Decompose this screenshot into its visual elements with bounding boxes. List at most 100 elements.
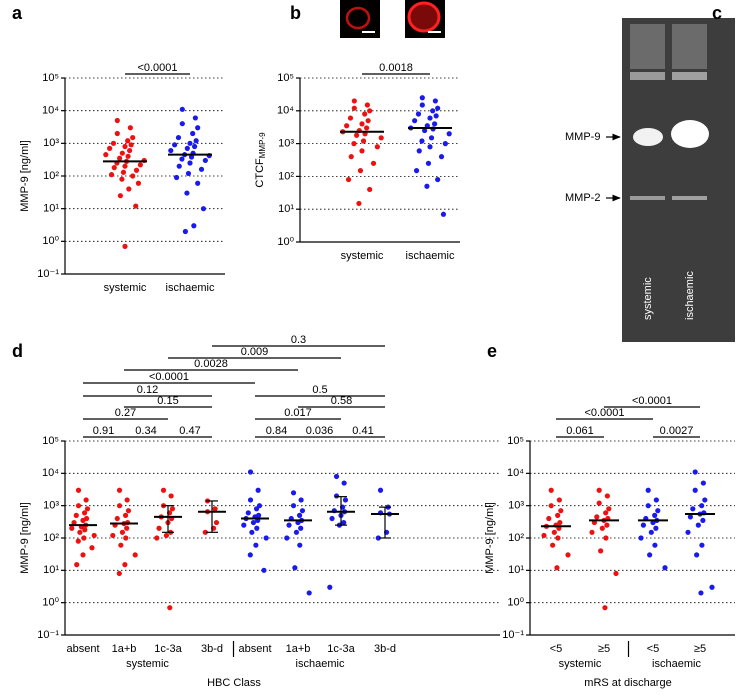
data-point: [604, 493, 610, 499]
data-point: [594, 514, 600, 520]
data-point: [306, 590, 312, 596]
y-tick-label: 10⁻¹: [502, 629, 524, 641]
data-point: [130, 134, 136, 141]
data-point: [329, 515, 335, 522]
data-point: [548, 503, 554, 509]
y-tick-label: 10⁴: [42, 467, 59, 479]
x-tick-label: systemic: [341, 250, 384, 262]
data-point: [110, 532, 116, 539]
data-point: [613, 570, 619, 577]
data-point: [77, 529, 83, 535]
y-tick-label: 10²: [43, 532, 59, 544]
x-tick-label: absent: [66, 643, 99, 655]
data-point: [122, 512, 129, 518]
y-tick-label: 10²: [43, 170, 59, 182]
data-point: [690, 506, 696, 512]
data-point: [351, 141, 357, 147]
y-axis-label-text: MMP-9 [ng/ml]: [484, 502, 496, 574]
data-point: [645, 503, 651, 509]
data-point: [89, 545, 95, 551]
data-point: [125, 138, 131, 144]
data-point: [653, 497, 659, 503]
data-point: [249, 529, 255, 535]
p-value: 0.12: [137, 384, 158, 396]
data-point: [296, 512, 303, 518]
p-value: 0.41: [352, 425, 373, 437]
data-point: [195, 180, 201, 186]
data-point: [367, 108, 373, 114]
data-point: [709, 584, 715, 590]
y-tick-label: 10¹: [508, 564, 524, 576]
y-axis-label-text: MMP-9 [ng/ml]: [19, 502, 31, 574]
data-point: [75, 538, 81, 544]
data-point: [75, 487, 82, 493]
x-tick-label: 1a+b: [112, 643, 137, 655]
data-point: [598, 548, 604, 554]
panel-letter: e: [487, 341, 497, 361]
data-point: [546, 515, 552, 522]
data-point: [254, 525, 260, 531]
data-point: [74, 562, 80, 568]
data-point: [176, 163, 182, 169]
data-point: [541, 532, 547, 539]
data-point: [188, 154, 195, 160]
data-point: [253, 506, 260, 512]
data-point: [602, 605, 608, 611]
data-point: [367, 186, 373, 193]
gel-band: [672, 24, 707, 69]
y-tick-label: 10³: [43, 137, 59, 149]
data-point: [123, 535, 129, 541]
data-point: [163, 532, 170, 539]
data-point: [555, 535, 561, 541]
data-point: [125, 508, 132, 514]
data-point: [603, 535, 609, 541]
data-point: [122, 243, 128, 249]
data-point: [110, 140, 117, 146]
data-point: [692, 487, 698, 493]
y-tick-label: 10⁻¹: [37, 629, 59, 641]
data-point: [122, 143, 128, 150]
data-point: [687, 514, 694, 520]
x-tick-label: 1c-3a: [154, 643, 182, 655]
data-point: [154, 535, 160, 541]
data-point: [107, 145, 113, 151]
data-point: [348, 154, 354, 160]
data-point: [195, 125, 201, 131]
data-point: [375, 535, 381, 541]
data-point: [263, 535, 269, 541]
gel-band: [630, 196, 665, 200]
p-value: 0.0018: [379, 62, 413, 74]
y-tick-label: 10⁰: [277, 236, 294, 248]
data-point: [255, 487, 261, 493]
data-point: [604, 522, 610, 528]
p-value: 0.017: [284, 407, 312, 419]
p-value: <0.0001: [584, 407, 624, 419]
p-value: 0.34: [135, 425, 156, 437]
data-point: [558, 508, 564, 514]
data-point: [298, 497, 304, 503]
data-point: [298, 525, 304, 531]
p-value: 0.0027: [660, 425, 694, 437]
y-axis-label-text: MMP-9 [ng/ml]: [19, 140, 31, 212]
lane-label: ischaemic: [684, 271, 696, 320]
data-point: [168, 493, 174, 499]
data-point: [699, 542, 705, 548]
cell: [345, 6, 371, 30]
x-tick-label: 1a+b: [286, 643, 311, 655]
data-point: [127, 125, 133, 131]
y-tick-label: 10²: [278, 170, 294, 182]
panel-letter: d: [12, 341, 23, 361]
data-point: [286, 522, 292, 528]
data-point: [179, 106, 185, 112]
data-point: [599, 525, 605, 531]
data-point: [173, 174, 180, 181]
data-point: [133, 167, 140, 173]
data-point: [342, 497, 349, 503]
p-value: <0.0001: [149, 371, 189, 383]
panel-letter: a: [12, 3, 23, 23]
data-point: [187, 160, 193, 166]
data-point: [122, 163, 128, 169]
p-value: 0.58: [331, 395, 352, 407]
